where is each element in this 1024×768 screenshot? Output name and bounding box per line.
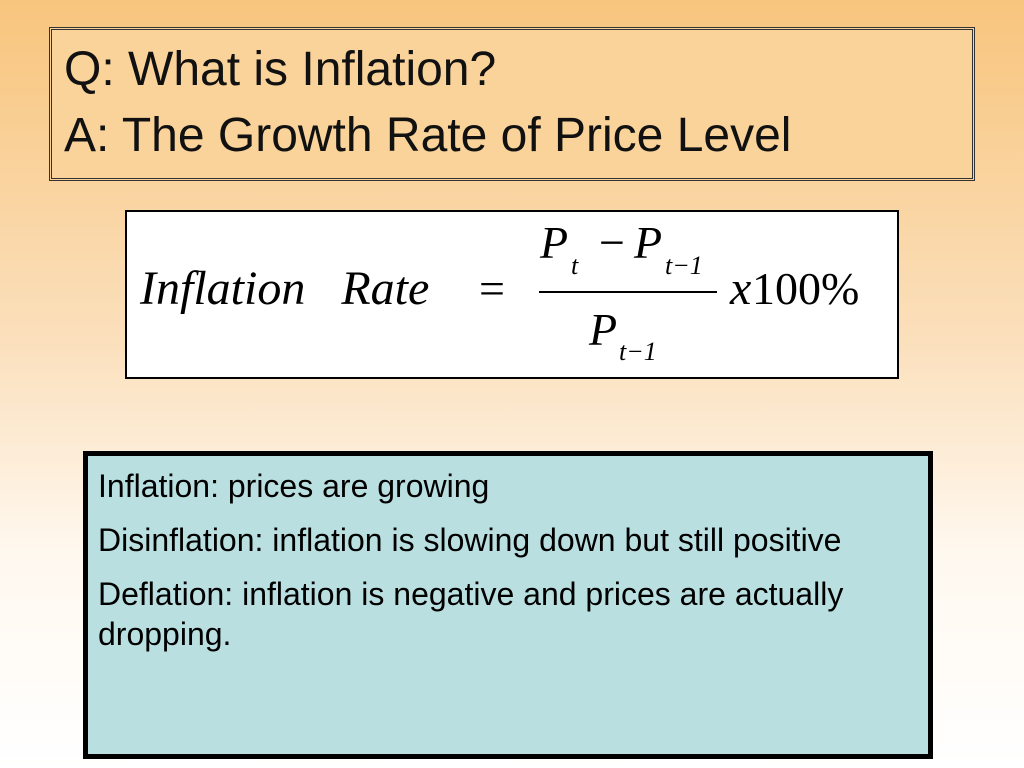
formula-denominator-p: P bbox=[588, 304, 617, 355]
formula-numerator-p-t-minus-1: P bbox=[633, 217, 662, 268]
title-box: Q: What is Inflation? A: The Growth Rate… bbox=[49, 27, 975, 181]
formula-multiplier-x: x bbox=[729, 262, 751, 315]
formula-denominator-sub: t−1 bbox=[619, 337, 657, 366]
title-question: Q: What is Inflation? bbox=[64, 43, 497, 96]
formula-multiplier-100-percent: 100% bbox=[752, 263, 859, 314]
formula-numerator-p-t: P bbox=[539, 217, 568, 268]
note-inflation: Inflation: prices are growing bbox=[98, 468, 490, 504]
title-answer: A: The Growth Rate of Price Level bbox=[64, 109, 792, 162]
formula-lhs: Inflation Rate bbox=[139, 262, 429, 315]
formula-box: Inflation Rate = P t − P t−1 P t−1 x 100… bbox=[125, 210, 899, 379]
note-deflation: Deflation: inflation is negative and pri… bbox=[98, 576, 844, 652]
formula-numerator-sub-t-minus-1: t−1 bbox=[665, 251, 703, 280]
formula-graphic: Inflation Rate = P t − P t−1 P t−1 x 100… bbox=[139, 217, 859, 366]
formula-equals: = bbox=[479, 263, 505, 314]
formula-minus: − bbox=[599, 217, 625, 268]
formula-numerator-sub-t: t bbox=[571, 251, 579, 280]
definitions-box: Inflation: prices are growing Disinflati… bbox=[83, 451, 933, 759]
note-disinflation: Disinflation: inflation is slowing down … bbox=[98, 522, 842, 558]
